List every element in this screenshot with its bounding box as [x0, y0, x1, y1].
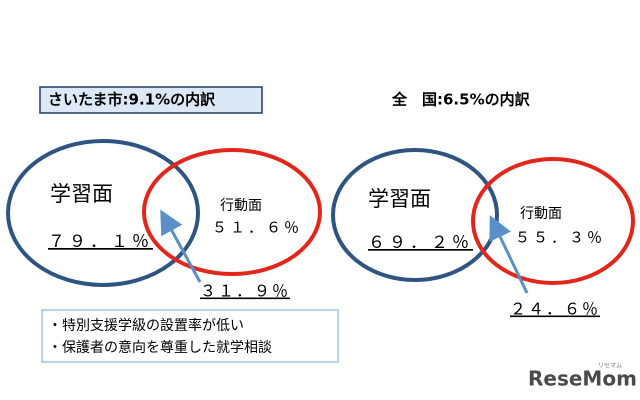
circle-value: ６９．２％: [368, 233, 473, 253]
circle-label: 学習面: [50, 182, 113, 206]
note: ・特別支援学級の設置率が低い: [48, 317, 244, 334]
logo-kana: リセマム: [598, 363, 622, 370]
overlap-value: ２４．６％: [510, 300, 600, 319]
panel-title: さいたま市:9.1%の内訳: [48, 91, 216, 109]
circle-value: ７９．１％: [48, 232, 153, 252]
circle-value: ５１．６％: [212, 219, 302, 237]
title-box: [39, 86, 263, 114]
arrow: [160, 209, 202, 283]
note: ・保護者の意向を尊重した就学相談: [48, 339, 272, 356]
overlap-value: ３１．９％: [200, 282, 290, 301]
circle-label: 学習面: [368, 187, 431, 211]
circle: [142, 148, 322, 276]
circle-label: 行動面: [220, 198, 262, 214]
panel-title: 全 国:6.5%の内訳: [391, 91, 531, 109]
circle-value: ５５．３％: [515, 229, 605, 247]
circle: [6, 139, 200, 287]
circle: [471, 157, 635, 285]
logo: ReseMom: [528, 367, 637, 391]
note-box: [41, 309, 339, 363]
arrow: [489, 215, 529, 294]
circle: [331, 148, 499, 282]
circle-label: 行動面: [520, 206, 562, 222]
